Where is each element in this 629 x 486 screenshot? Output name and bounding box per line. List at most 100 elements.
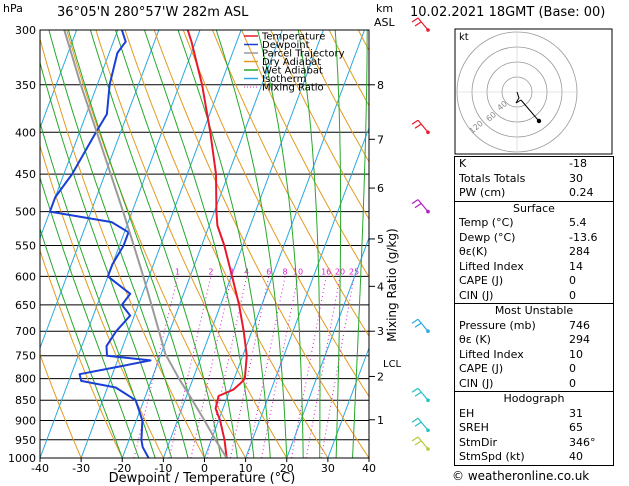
pressure-tick-label: 500	[15, 206, 36, 219]
info-row-value: 294	[569, 333, 590, 346]
wind-barb-dot	[426, 398, 430, 403]
dry-adiabat-line	[153, 30, 369, 458]
wet-adiabat-line	[144, 30, 255, 458]
isotherm-line	[80, 30, 242, 458]
mixing-ratio-line	[320, 276, 355, 458]
dry-adiabat-line	[299, 30, 369, 163]
dry-adiabat-line	[40, 352, 82, 458]
km-tick-label: 5	[377, 233, 384, 246]
wet-adiabat-line	[40, 176, 140, 458]
wind-barb	[417, 387, 429, 401]
wind-barb-flag	[411, 17, 419, 23]
most-unstable-block: Most Unstable Pressure (mb) 746 θε (K) 294 L…	[455, 304, 613, 392]
mixing-ratio-label: 8	[282, 267, 287, 276]
hodograph-frame	[454, 28, 613, 155]
hpa-unit-label: hPa	[3, 2, 23, 15]
wind-barb	[417, 436, 429, 450]
isotherm-line	[327, 346, 369, 458]
isotherm-line	[162, 30, 324, 458]
wet-adiabat-line	[334, 30, 342, 458]
info-row: StmDir 346°	[455, 436, 613, 451]
most-unstable-heading: Most Unstable	[494, 304, 574, 317]
info-row-value: 0	[569, 376, 576, 390]
info-row-label: PW (cm)	[459, 186, 506, 199]
wet-adiabat-line	[177, 30, 271, 458]
isotherm-line	[40, 30, 78, 130]
wind-barb-flag	[411, 199, 419, 205]
pressure-tick-label: 550	[15, 239, 36, 252]
info-row: θε (K) 294	[455, 333, 613, 348]
legend-item-label: Wet Adiabat	[262, 66, 323, 77]
isotherm-line	[121, 30, 283, 458]
info-row-value: 0	[569, 288, 576, 302]
isotherm-line	[245, 126, 369, 458]
wind-barb-flag	[411, 318, 419, 324]
hodograph-stats-heading: Hodograph	[503, 392, 565, 405]
mixing-ratio-label: 10	[293, 267, 303, 276]
info-row: K -18	[455, 157, 613, 172]
info-row-value: -18	[569, 157, 587, 170]
info-row-value: 0	[569, 274, 576, 287]
mixing-ratio-label: 2	[208, 267, 213, 276]
info-row-value: 0.24	[569, 186, 594, 199]
location-title: 36°05'N 280°57'W 282m ASL	[57, 5, 249, 20]
info-row: EH 31	[455, 407, 613, 422]
wet-adiabat-line	[115, 30, 238, 458]
km-tick-label: 3	[377, 325, 384, 338]
info-row-value: 5.4	[569, 216, 587, 229]
km-tick-label: 7	[377, 133, 384, 146]
wet-adiabat-line	[48, 30, 189, 458]
isotherm-line	[40, 30, 119, 240]
wind-barb-flag	[414, 440, 422, 446]
legend-item-label: Parcel Trajectory	[262, 49, 345, 60]
legend-item-label: Dewpoint	[262, 40, 310, 51]
info-row-value: 40	[569, 450, 583, 463]
indices-block: K -18 Totals Totals 30 PW (cm) 0.24	[455, 157, 613, 202]
legend-item-label: Mixing Ratio	[262, 83, 324, 94]
mixing-ratio-line	[290, 276, 327, 458]
info-row-label: θε (K)	[459, 333, 491, 346]
wind-barb-dot	[426, 447, 430, 451]
info-row-label: EH	[459, 406, 475, 420]
wind-barb-dot	[426, 28, 430, 32]
info-row-label: Pressure (mb)	[459, 318, 536, 332]
dry-adiabat-line	[40, 37, 205, 458]
info-row-value: 346°	[569, 435, 596, 449]
wet-adiabat-line	[89, 30, 222, 458]
temperature-tick-label: 10	[239, 462, 253, 475]
pressure-tick-label: 300	[15, 24, 36, 37]
wet-adiabat-line	[257, 30, 304, 458]
legend-item-label: Isotherm	[262, 74, 306, 85]
mixing-ratio-label: 1	[175, 267, 180, 276]
wind-barb-flag	[414, 391, 422, 397]
info-row: Lifted Index 14	[455, 260, 613, 275]
pressure-tick-label: 400	[15, 126, 36, 139]
lcl-label: LCL	[383, 359, 402, 370]
pressure-tick-label: 850	[15, 394, 36, 407]
wind-barb-flag	[414, 123, 422, 129]
hodograph-stats-block: Hodograph EH 31 SREH 65 StmDir 346° StmSpd (kt…	[455, 392, 613, 465]
mixing-ratio-axis-title: Mixing Ratio (g/kg)	[385, 228, 399, 341]
dry-adiabat-line	[66, 30, 247, 458]
pressure-tick-label: 800	[15, 373, 36, 386]
mixing-ratio-line	[247, 276, 286, 458]
legend-item-label: Temperature	[261, 32, 325, 43]
info-row: Lifted Index 10	[455, 348, 613, 363]
hodograph-storm-vector	[520, 99, 539, 121]
info-row-label: θε(K)	[459, 245, 488, 258]
info-row-label: CIN (J)	[459, 288, 494, 302]
km-tick-label: 4	[377, 280, 384, 293]
pressure-tick-label: 600	[15, 270, 36, 283]
wind-barb-dot	[426, 209, 430, 214]
wind-barb	[417, 119, 429, 133]
wind-barb-flag	[411, 436, 419, 442]
info-row-label: Lifted Index	[459, 347, 524, 361]
legend-item-label: Dry Adiabat	[262, 57, 321, 68]
isotherm-line	[286, 236, 369, 458]
info-row-value: 10	[569, 347, 583, 361]
wind-barb-flag	[411, 417, 419, 423]
mixing-ratio-label: 20	[335, 267, 345, 276]
km-tick-label: 8	[377, 79, 384, 92]
info-row-value: 0	[569, 362, 576, 375]
pressure-tick-label: 900	[15, 415, 36, 428]
